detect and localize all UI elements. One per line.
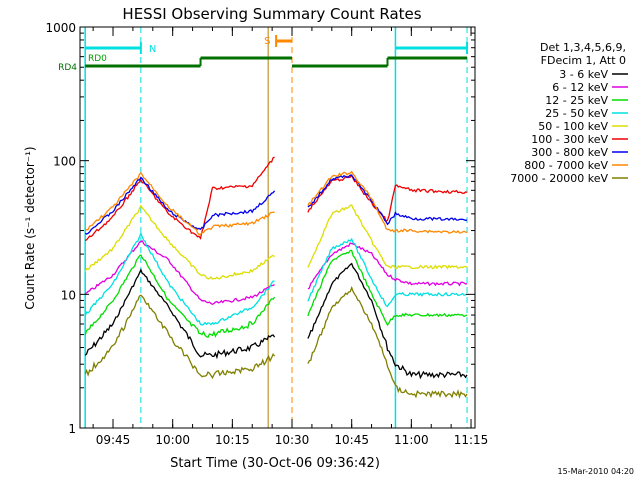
- series-25-to-50keV: [84, 231, 468, 326]
- plot-lines-layer: [84, 27, 468, 428]
- axes-layer: 09:45 10:00 10:15 10:30 10:45 11:00 11:15 1 10 10…: [45, 21, 488, 447]
- legend-label: 12 - 25 keV: [545, 94, 608, 107]
- x-tick-label: 10:00: [155, 433, 190, 447]
- annotation-RD4: RD4: [58, 56, 468, 73]
- annotation-label-N: N: [149, 44, 156, 55]
- legend-entry: 50 - 100 keV: [538, 120, 628, 133]
- legend-entry: 3 - 6 keV: [559, 68, 628, 81]
- legend-entry: 12 - 25 keV: [545, 94, 628, 107]
- legend: Det 1,3,4,5,6,9,FDecim 1, Att 03 - 6 keV…: [510, 41, 628, 185]
- series-line: [84, 156, 275, 242]
- y-tick-label: 10: [61, 288, 76, 302]
- series-line: [307, 173, 468, 223]
- series-line: [307, 249, 468, 327]
- plot-frame: [79, 26, 476, 429]
- chart-title: HESSI Observing Summary Count Rates: [122, 5, 421, 23]
- legend-label: 100 - 300 keV: [531, 133, 608, 146]
- series-line: [84, 254, 276, 339]
- legend-label: 3 - 6 keV: [559, 68, 608, 81]
- series-line: [307, 262, 468, 380]
- legend-entry: 25 - 50 keV: [545, 107, 628, 120]
- x-tick-label: 10:15: [215, 433, 250, 447]
- series-line: [85, 240, 275, 306]
- annotation-N: N: [85, 42, 469, 55]
- y-tick-label: 1: [68, 422, 76, 436]
- annotation-S: S: [264, 35, 293, 47]
- annotation-layer: N S RD4 RD0: [58, 35, 469, 73]
- legend-label: 50 - 100 keV: [538, 120, 608, 133]
- series-line: [307, 285, 468, 399]
- series-100-to-300keV: [84, 156, 468, 242]
- footer-date: 15-Mar-2010 04:20: [558, 467, 635, 476]
- series-line: [307, 242, 468, 290]
- annotation-label-RD4: RD4: [58, 63, 77, 73]
- annotation-label-S: S: [264, 36, 270, 47]
- legend-label: 300 - 800 keV: [531, 146, 608, 159]
- series-line: [84, 294, 276, 380]
- y-tick-label: 1000: [45, 21, 76, 35]
- x-tick-label: 11:15: [454, 433, 489, 447]
- series-line: [84, 204, 275, 280]
- legend-label: 25 - 50 keV: [545, 107, 608, 120]
- annotation-label-RD0: RD0: [88, 54, 107, 64]
- x-tick-label: 10:45: [334, 433, 369, 447]
- series-line: [84, 268, 276, 360]
- series-3-to-6keV: [84, 262, 468, 380]
- series-6-to-12keV: [85, 240, 468, 306]
- legend-label: 800 - 7000 keV: [524, 159, 608, 172]
- y-tick-label: 100: [53, 155, 76, 169]
- legend-entry: 300 - 800 keV: [531, 146, 628, 159]
- legend-label: 6 - 12 keV: [552, 81, 608, 94]
- legend-label: 7000 - 20000 keV: [510, 172, 608, 185]
- series-line: [307, 174, 468, 226]
- series-line: [307, 204, 468, 270]
- legend-entry: 800 - 7000 keV: [524, 159, 628, 172]
- x-tick-label: 09:45: [96, 433, 131, 447]
- x-tick-label: 11:00: [394, 433, 429, 447]
- series-line: [84, 172, 275, 236]
- x-tick-label: 10:30: [275, 433, 310, 447]
- series-line: [307, 237, 468, 308]
- series-layer: [84, 156, 468, 399]
- series-800-to-7000keV: [84, 170, 468, 236]
- legend-header-line-2: FDecim 1, Att 0: [541, 54, 626, 67]
- legend-entry: 100 - 300 keV: [531, 133, 628, 146]
- legend-entry: 7000 - 20000 keV: [510, 172, 628, 185]
- series-line: [84, 231, 275, 326]
- series-12-to-25keV: [84, 249, 468, 339]
- series-50-to-100keV: [84, 204, 468, 280]
- x-axis-label: Start Time (30-Oct-06 09:36:42): [170, 456, 380, 471]
- y-axis-label: Count Rate (s⁻¹ detector⁻¹): [23, 146, 37, 309]
- legend-header-line-1: Det 1,3,4,5,6,9,: [540, 41, 626, 54]
- series-7000-to-20000keV: [84, 285, 468, 399]
- series-line: [307, 170, 468, 234]
- legend-entry: 6 - 12 keV: [552, 81, 628, 94]
